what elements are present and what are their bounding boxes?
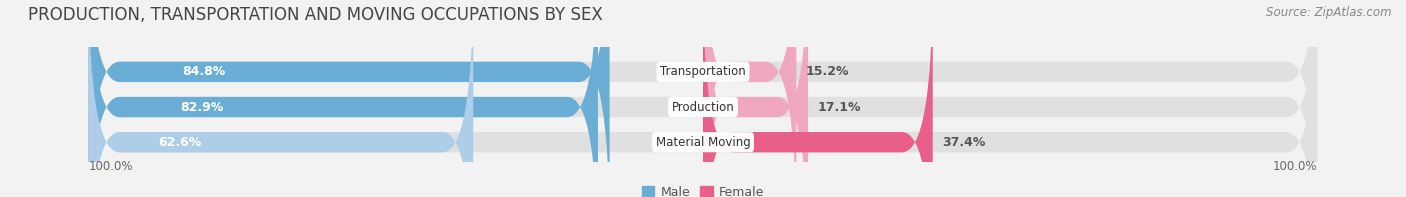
Text: Transportation: Transportation <box>661 65 745 78</box>
FancyBboxPatch shape <box>703 0 808 197</box>
Text: 100.0%: 100.0% <box>1272 160 1317 173</box>
Text: Material Moving: Material Moving <box>655 136 751 149</box>
Text: 84.8%: 84.8% <box>183 65 226 78</box>
FancyBboxPatch shape <box>89 0 598 197</box>
FancyBboxPatch shape <box>703 0 796 197</box>
Text: PRODUCTION, TRANSPORTATION AND MOVING OCCUPATIONS BY SEX: PRODUCTION, TRANSPORTATION AND MOVING OC… <box>28 6 603 24</box>
FancyBboxPatch shape <box>89 0 1317 197</box>
Text: 37.4%: 37.4% <box>942 136 986 149</box>
Text: 62.6%: 62.6% <box>157 136 201 149</box>
Text: Production: Production <box>672 100 734 113</box>
FancyBboxPatch shape <box>703 0 932 197</box>
Text: 82.9%: 82.9% <box>180 100 224 113</box>
FancyBboxPatch shape <box>89 0 1317 197</box>
Text: 15.2%: 15.2% <box>806 65 849 78</box>
Legend: Male, Female: Male, Female <box>641 186 765 197</box>
FancyBboxPatch shape <box>89 0 474 197</box>
FancyBboxPatch shape <box>89 0 1317 197</box>
Text: 100.0%: 100.0% <box>89 160 134 173</box>
Text: Source: ZipAtlas.com: Source: ZipAtlas.com <box>1267 6 1392 19</box>
FancyBboxPatch shape <box>89 0 610 197</box>
Text: 17.1%: 17.1% <box>817 100 860 113</box>
